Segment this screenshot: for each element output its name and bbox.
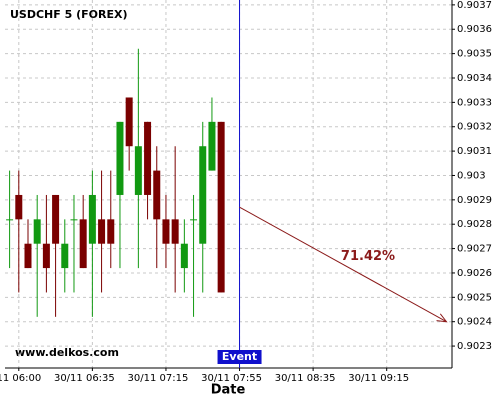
x-tick-label: 30/11 08:35 bbox=[275, 373, 336, 384]
arrow-head bbox=[436, 313, 448, 323]
y-tick-label: 0.9026 bbox=[457, 268, 492, 279]
x-tick-label: 30/11 09:15 bbox=[348, 373, 409, 384]
arrow-label: 71.42% bbox=[341, 249, 395, 264]
x-tick-label: 30/11 06:00 bbox=[0, 373, 41, 384]
candle-body bbox=[134, 146, 142, 195]
candle-body bbox=[61, 243, 69, 269]
candle-body bbox=[171, 219, 179, 244]
x-tick-label: 30/11 07:55 bbox=[201, 373, 262, 384]
candle-body bbox=[33, 219, 41, 244]
y-tick-label: 0.9034 bbox=[457, 73, 492, 84]
y-tick-label: 0.9036 bbox=[457, 24, 492, 35]
forecast-arrow bbox=[239, 206, 447, 323]
y-tick-label: 0.9024 bbox=[457, 317, 492, 328]
candle-body bbox=[98, 219, 106, 244]
chart-title: USDCHF 5 (FOREX) bbox=[10, 8, 127, 21]
candle-body bbox=[70, 219, 78, 221]
candle-body bbox=[217, 121, 225, 293]
y-tick-label: 0.9025 bbox=[457, 292, 492, 303]
y-tick-label: 0.9033 bbox=[457, 97, 492, 108]
candle-body bbox=[24, 243, 32, 269]
candle-body bbox=[199, 146, 207, 244]
event-label: Event bbox=[222, 350, 257, 363]
x-tick-label: 30/11 07:15 bbox=[128, 373, 189, 384]
y-tick-label: 0.9028 bbox=[457, 219, 492, 230]
candle-body bbox=[42, 243, 50, 269]
candle-body bbox=[6, 219, 14, 221]
candle-body bbox=[153, 170, 161, 220]
candle-body bbox=[162, 219, 170, 244]
candle-body bbox=[180, 243, 188, 269]
candle-body bbox=[144, 121, 152, 195]
x-axis-label: Date bbox=[211, 383, 246, 398]
candle-body bbox=[52, 194, 60, 244]
y-tick-label: 0.9032 bbox=[457, 122, 492, 133]
candle-body bbox=[88, 194, 96, 244]
y-tick-label: 0.9027 bbox=[457, 244, 492, 255]
y-tick-label: 0.9031 bbox=[457, 146, 492, 157]
y-tick-label: 0.9029 bbox=[457, 195, 492, 206]
y-tick-label: 0.9023 bbox=[457, 341, 492, 352]
candle-body bbox=[190, 219, 198, 221]
y-tick-label: 0.9037 bbox=[457, 0, 492, 11]
candle-body bbox=[116, 121, 124, 195]
y-tick-label: 0.903 bbox=[457, 170, 486, 181]
y-tick-label: 0.9035 bbox=[457, 49, 492, 60]
candle-body bbox=[208, 121, 216, 171]
candle-body bbox=[107, 219, 115, 244]
candle-body bbox=[15, 194, 23, 220]
candle-body bbox=[79, 219, 87, 269]
event-label-bg bbox=[217, 350, 262, 364]
x-tick-label: 30/11 06:35 bbox=[54, 373, 115, 384]
watermark: www.delkos.com bbox=[15, 346, 119, 359]
candle-body bbox=[125, 97, 133, 147]
